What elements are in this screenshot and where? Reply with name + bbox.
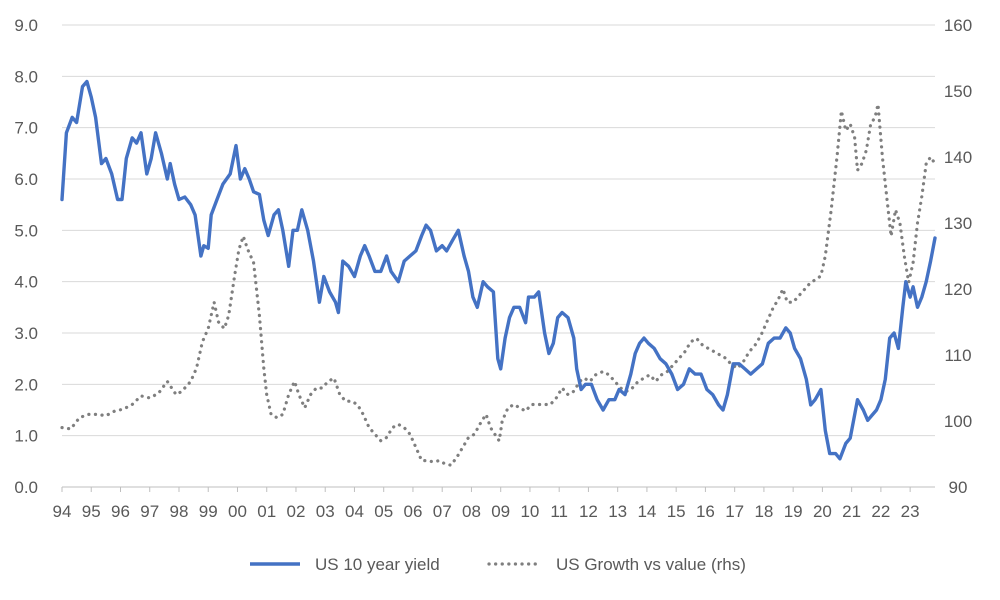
right-y-axis-ticks: 90 100 110 120 130 140 150 160 [944, 16, 972, 497]
right-y-tick-label: 160 [944, 16, 972, 35]
x-tick-label: 08 [462, 502, 481, 521]
legend-label-growth: US Growth vs value (rhs) [556, 555, 746, 574]
x-tick-label: 18 [754, 502, 773, 521]
x-tick-label: 95 [82, 502, 101, 521]
right-y-tick-label: 130 [944, 214, 972, 233]
x-tick-label: 02 [287, 502, 306, 521]
legend: US 10 year yield US Growth vs value (rhs… [250, 555, 746, 574]
x-tick-label: 20 [813, 502, 832, 521]
x-tick-label: 04 [345, 502, 364, 521]
series-us-10-year-yield-line [60, 79, 937, 461]
x-tick-label: 94 [53, 502, 72, 521]
left-y-tick-label: 2.0 [14, 375, 38, 394]
left-y-tick-label: 9.0 [14, 16, 38, 35]
x-tick-label: 09 [491, 502, 510, 521]
left-y-tick-label: 8.0 [14, 67, 38, 86]
left-y-axis-ticks: 0.0 1.0 2.0 3.0 4.0 5.0 6.0 7.0 8.0 9.0 [14, 16, 38, 497]
x-tick-label: 22 [871, 502, 890, 521]
x-tick-label: 17 [725, 502, 744, 521]
x-tick-label: 06 [403, 502, 422, 521]
x-tick-label: 19 [784, 502, 803, 521]
x-tick-label: 15 [667, 502, 686, 521]
left-y-tick-label: 4.0 [14, 273, 38, 292]
left-y-tick-label: 7.0 [14, 119, 38, 138]
left-y-tick-label: 3.0 [14, 324, 38, 343]
left-y-tick-label: 1.0 [14, 427, 38, 446]
x-tick-label: 12 [579, 502, 598, 521]
left-y-tick-label: 0.0 [14, 478, 38, 497]
right-y-tick-label: 140 [944, 148, 972, 167]
x-tick-label: 01 [257, 502, 276, 521]
x-tick-label: 23 [901, 502, 920, 521]
x-tick-label: 14 [637, 502, 656, 521]
right-y-tick-label: 110 [944, 346, 971, 365]
right-y-tick-label: 120 [944, 280, 972, 299]
right-y-tick-label: 150 [944, 82, 972, 101]
x-tick-label: 00 [228, 502, 247, 521]
x-tick-label: 98 [170, 502, 189, 521]
right-y-tick-label: 90 [949, 478, 968, 497]
series-growth-vs-value-line [60, 102, 937, 467]
x-tick-label: 96 [111, 502, 130, 521]
x-tick-label: 97 [140, 502, 159, 521]
x-tick-label: 03 [316, 502, 335, 521]
x-tick-label: 16 [696, 502, 715, 521]
legend-label-yield: US 10 year yield [315, 555, 440, 574]
x-tick-label: 21 [842, 502, 861, 521]
x-tick-label: 99 [199, 502, 218, 521]
x-tick-label: 13 [608, 502, 627, 521]
left-y-tick-label: 5.0 [14, 221, 38, 240]
x-tick-label: 10 [520, 502, 539, 521]
x-tick-label: 11 [550, 502, 568, 521]
right-y-tick-label: 100 [944, 412, 972, 431]
x-axis-ticks: 94 95 96 97 98 99 00 01 02 03 04 05 06 07 08 09 10 11 12 13… [53, 487, 920, 521]
x-tick-label: 05 [374, 502, 393, 521]
left-y-tick-label: 6.0 [14, 170, 38, 189]
x-tick-label: 07 [433, 502, 452, 521]
